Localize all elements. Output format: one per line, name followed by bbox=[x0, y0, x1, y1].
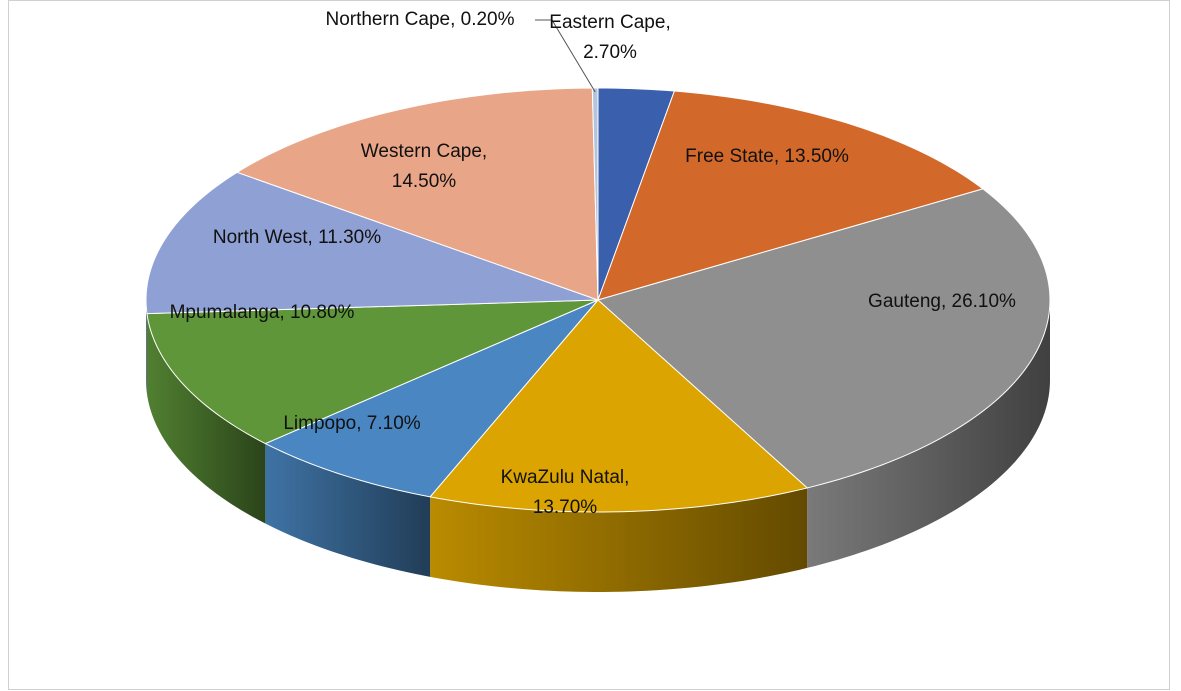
pie-slice bbox=[264, 299, 599, 498]
pie-side bbox=[807, 300, 1050, 568]
pie-side bbox=[430, 487, 808, 592]
pie-slice bbox=[597, 90, 984, 301]
pie-side bbox=[265, 443, 431, 577]
pie-slice bbox=[591, 87, 599, 301]
leader-line bbox=[535, 19, 596, 93]
pie-slice bbox=[145, 171, 599, 315]
data-label: North West, 11.30% bbox=[212, 227, 382, 248]
data-label: Limpopo, 7.10% bbox=[283, 413, 421, 434]
data-label: Eastern Cape, 2.70% bbox=[549, 12, 671, 63]
pie-side bbox=[146, 300, 147, 394]
pie-slice bbox=[596, 188, 1051, 489]
data-label: KwaZulu Natal, 13.70% bbox=[500, 467, 630, 518]
pie-slice bbox=[146, 299, 599, 445]
data-label: Northern Cape, 0.20% bbox=[325, 9, 515, 30]
pie-slice bbox=[429, 299, 809, 513]
data-label: Mpumalanga, 10.80% bbox=[169, 302, 355, 323]
data-label: Western Cape, 14.50% bbox=[360, 141, 488, 192]
pie-slice bbox=[235, 87, 599, 301]
chart-frame bbox=[8, 0, 1170, 690]
data-label: Free State, 13.50% bbox=[685, 146, 849, 167]
data-label: Gauteng, 26.10% bbox=[868, 291, 1016, 312]
pie-side bbox=[146, 313, 266, 524]
